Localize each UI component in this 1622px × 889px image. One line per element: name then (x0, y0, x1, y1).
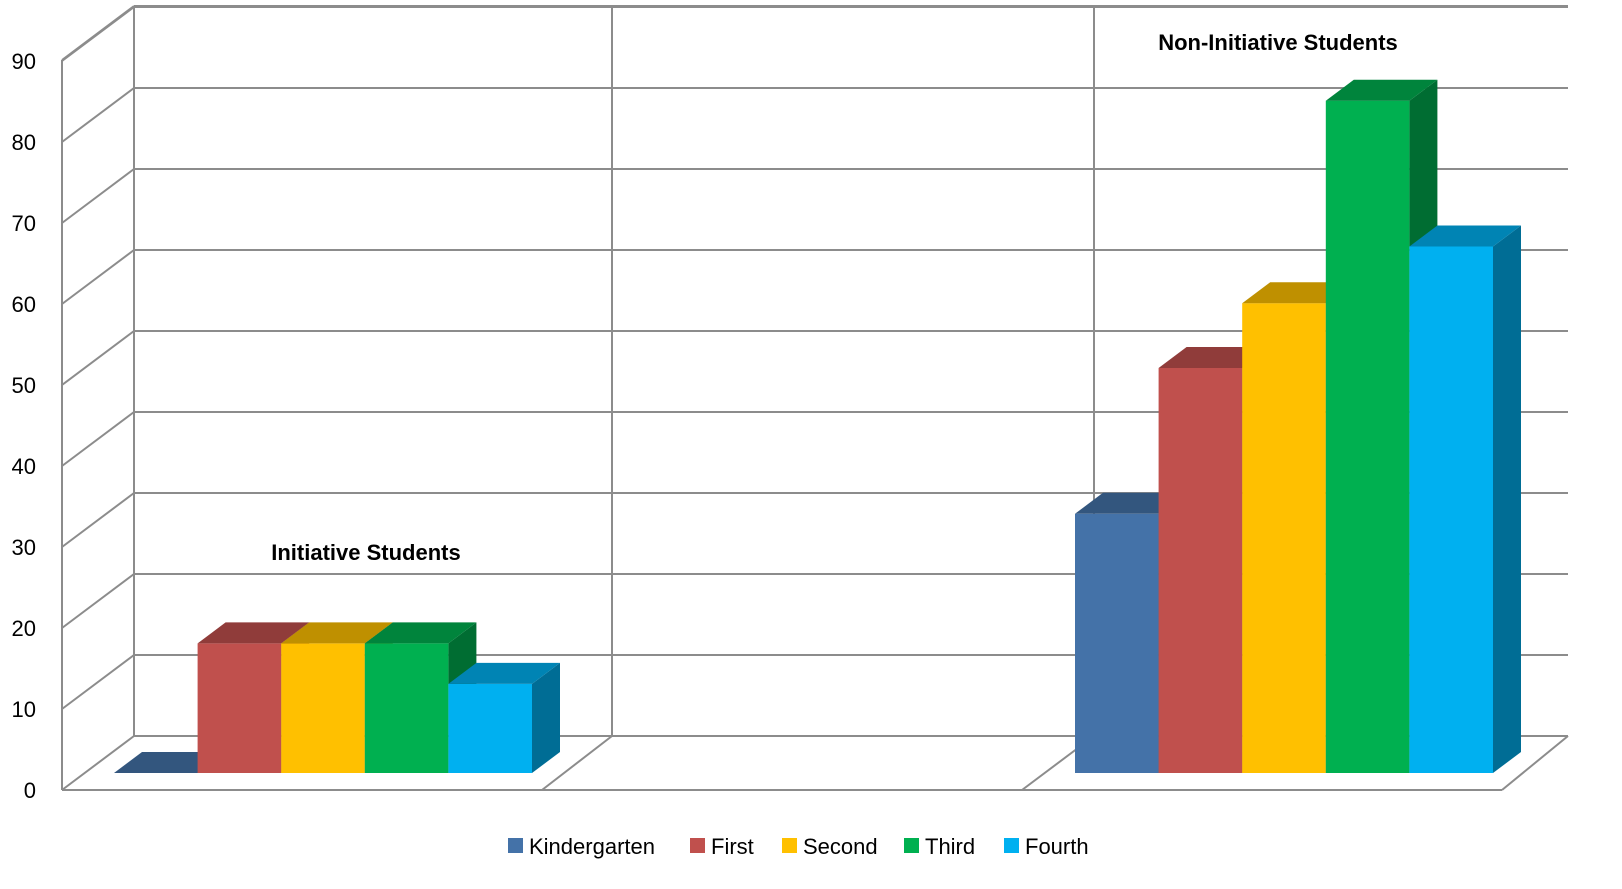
legend-swatch (782, 838, 797, 853)
floor-divider-1 (541, 735, 613, 791)
bar-front-face (448, 683, 532, 773)
bar-front-face (1409, 246, 1493, 773)
side-gridline-20 (61, 573, 135, 629)
legend-item-kindergarten: Kindergarten (508, 834, 655, 859)
bar-front-face (281, 643, 365, 773)
legend-swatch (508, 838, 523, 853)
side-gridline-50 (61, 330, 135, 386)
legend-label: Fourth (1025, 834, 1089, 859)
bar-side-face (532, 662, 560, 773)
bar-top-face (197, 622, 310, 644)
bar-fourth-group-1 (448, 662, 560, 773)
bar-top-face (448, 662, 560, 684)
legend: Kindergarten First Second Third Fourth (508, 834, 1089, 859)
legend-swatch (690, 838, 705, 853)
bar-front-face (1325, 100, 1410, 773)
bar-top-face (364, 622, 477, 644)
legend-item-first: First (690, 834, 754, 859)
y-tick-label: 70 (12, 211, 36, 236)
y-tick-label: 80 (12, 130, 36, 155)
legend-label: First (711, 834, 754, 859)
side-gridline-70 (61, 168, 135, 224)
bar-front-face (364, 643, 449, 773)
bar-front-face (1242, 303, 1326, 773)
group-labels: Initiative Students Non-Initiative Studen… (271, 30, 1398, 565)
legend-label: Second (803, 834, 878, 859)
y-axis: 0 10 20 30 40 50 60 70 80 90 (12, 49, 36, 803)
y-tick-label: 30 (12, 535, 36, 560)
y-tick-label: 10 (12, 697, 36, 722)
bar-front-face (197, 643, 282, 773)
legend-label: Third (925, 834, 975, 859)
bar-front-face (1075, 513, 1159, 773)
group-label: Initiative Students (271, 540, 460, 565)
legend-swatch (904, 838, 919, 853)
side-gridline-40 (61, 411, 135, 467)
y-tick-label: 0 (24, 778, 36, 803)
side-wall-top (61, 5, 135, 61)
bar-top-face (1409, 225, 1521, 247)
legend-item-fourth: Fourth (1004, 834, 1089, 859)
side-gridline-10 (61, 654, 135, 710)
side-gridline-0 (61, 735, 135, 791)
bars (114, 79, 1521, 773)
floor-right-edge (1501, 735, 1569, 791)
side-gridline-60 (61, 249, 135, 305)
bar-top-face (281, 622, 393, 644)
y-tick-label: 90 (12, 49, 36, 74)
bar-side-face (1493, 225, 1521, 773)
y-tick-label: 40 (12, 454, 36, 479)
group-label: Non-Initiative Students (1158, 30, 1398, 55)
bar-top-face (1325, 79, 1438, 101)
side-gridline-30 (61, 492, 135, 548)
side-gridline-80 (61, 87, 135, 143)
y-tick-label: 50 (12, 373, 36, 398)
legend-swatch (1004, 838, 1019, 853)
y-tick-label: 20 (12, 616, 36, 641)
bar-fourth-group-3 (1409, 225, 1521, 773)
legend-item-second: Second (782, 834, 878, 859)
bar-front-face (1158, 368, 1243, 773)
legend-item-third: Third (904, 834, 975, 859)
y-tick-label: 60 (12, 292, 36, 317)
legend-label: Kindergarten (529, 834, 655, 859)
